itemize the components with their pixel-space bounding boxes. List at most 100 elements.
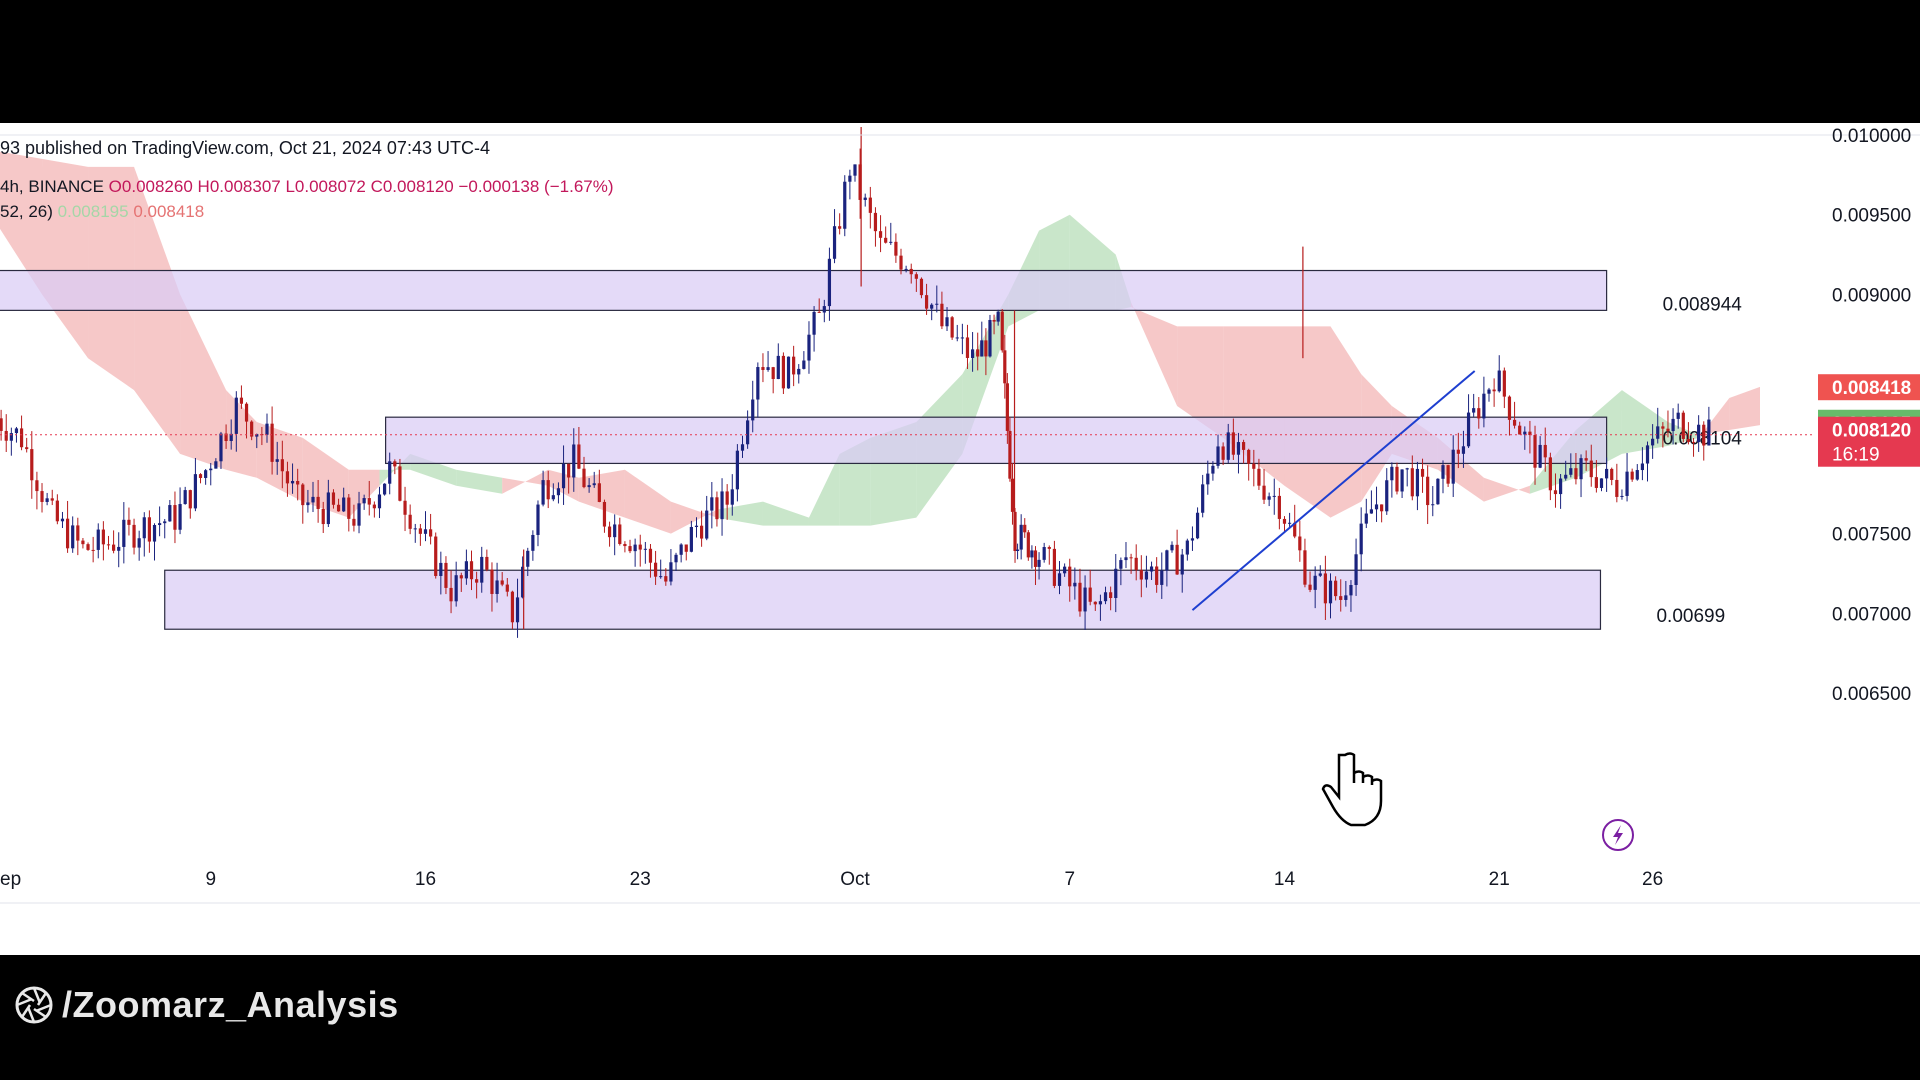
candle-body [1216,446,1220,466]
candle-body [889,241,893,243]
candle-body [14,428,19,434]
candle-body [178,504,182,530]
candle-body [1160,570,1164,585]
cloud-segment-bullish [962,294,1009,454]
candle-body [1052,548,1056,586]
candle-body [914,274,918,279]
candle-body [1195,512,1200,539]
candle-body [1691,441,1696,443]
candle-body [1334,580,1338,597]
candle-body [1339,596,1343,600]
candle-body [362,498,366,504]
candle-body [659,576,663,578]
candle-body [1211,465,1215,474]
candle-body [592,483,596,486]
candle-body [1026,532,1030,558]
candle-body [1512,419,1517,426]
candle-body [756,367,760,400]
cloud-segment-bearish [1131,302,1178,407]
candle-body [1190,538,1195,541]
candle-body [1023,524,1027,533]
candle-body [1686,438,1691,442]
candle-body [40,491,44,502]
candle-body [1426,476,1430,506]
candle-body [357,503,361,526]
candle-body [188,490,192,509]
candle-body [1000,311,1004,351]
candle-body [331,492,336,505]
candle-body [1492,389,1496,392]
candle-body [1625,471,1629,496]
candle-body [1226,432,1230,460]
candle-body [843,181,847,229]
candle-body [940,303,944,327]
candle-body [1008,430,1012,479]
candle-body [1369,509,1374,514]
candle-body [541,480,545,505]
ichimoku-lead-b: 0.008418 [133,202,205,221]
candle-body [270,423,274,462]
candle-body [418,528,422,534]
ohlc-close: C0.008120 [370,177,454,196]
candle-body [992,319,996,322]
x-tick-label: 16 [415,869,436,890]
candle-body [117,546,121,551]
candle-body [500,580,504,585]
x-tick-label: Oct [840,869,870,890]
candle-body [1170,544,1174,551]
candle-body [91,549,95,551]
candle-body [1282,518,1287,524]
cloud-segment-bearish [0,151,43,295]
candle-body [955,337,959,339]
candle-body [1042,547,1046,560]
candle-body [899,255,903,270]
cloud-segment-bullish [456,469,503,494]
candle-body [1635,470,1639,480]
candle-body [265,423,269,435]
candle-body [878,231,883,238]
candle-body [275,459,279,462]
footer-bar: /Zoomarz_Analysis [0,955,1920,1080]
candle-body [1502,370,1506,397]
candle-body [730,489,734,505]
candle-body [1344,595,1348,600]
ohlc-legend: 4h, BINANCE O0.008260 H0.008307 L0.00807… [0,177,614,197]
publish-caption: 93 published on TradingView.com, Oct 21,… [0,123,490,173]
candle-body [838,226,842,229]
candle-body [1651,438,1655,446]
candle-body [1599,478,1604,488]
candle-body [1047,547,1051,549]
candle-body [1584,458,1588,461]
candle-body [1415,468,1420,497]
price-tag-bg [1818,374,1920,401]
candle-body [1180,554,1184,575]
candle-body [1533,435,1537,468]
candle-body [158,523,162,526]
candle-body [587,485,591,488]
candle-body [1630,471,1634,480]
candle-body [817,311,821,313]
candle-body [822,306,826,313]
candle-body [1594,477,1598,488]
candle-body [988,319,992,357]
candle-body [224,433,228,441]
candle-body [480,556,484,583]
candle-body [521,566,525,598]
candle-body [1003,350,1007,384]
candle-body [45,498,49,502]
candle-body [1129,557,1133,559]
hand-cursor-icon [1321,752,1383,827]
candle-body [909,268,913,275]
y-tick-label: 0.006500 [1832,684,1911,705]
candle-body [71,525,75,549]
price-chart[interactable]: 0.0089440.0081040.006990.0100000.0095000… [0,123,1920,955]
y-tick-label: 0.009000 [1832,285,1911,306]
candle-body [1645,445,1650,464]
candle-body [1451,449,1455,484]
candle-body [454,575,458,602]
candle-body [628,546,632,552]
candle-body [321,508,325,525]
candle-body [1349,585,1353,596]
candle-body [1615,479,1619,497]
candle-body [1589,460,1593,478]
